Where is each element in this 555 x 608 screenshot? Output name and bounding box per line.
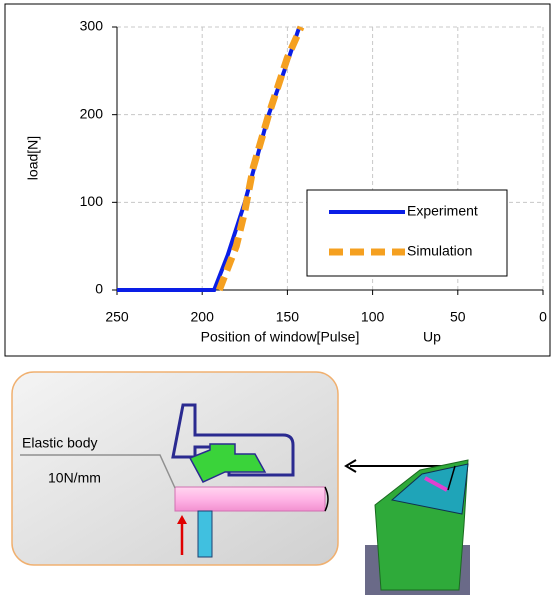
x-tick-label: 250 xyxy=(105,309,129,325)
x-tick-label: 100 xyxy=(361,309,385,325)
x-axis-label: Position of window[Pulse] xyxy=(201,329,360,345)
chart: 0 100 200 300 250 200 150 100 50 0 Experiment Simul… xyxy=(80,18,547,325)
x-tick-label: 150 xyxy=(276,309,300,325)
x-tick-label: 50 xyxy=(450,309,466,325)
legend-label: Experiment xyxy=(407,203,478,219)
holder xyxy=(197,510,213,558)
chart-frame xyxy=(4,3,551,357)
legend-label: Simulation xyxy=(407,243,472,259)
y-tick-label: 200 xyxy=(80,105,104,121)
series-line xyxy=(215,25,305,292)
glass xyxy=(174,486,326,512)
y-tick-label: 300 xyxy=(80,18,104,34)
elastic-lip xyxy=(188,443,267,483)
car-window xyxy=(390,463,469,515)
diagram-stiffness: 10N/mm xyxy=(48,470,101,486)
diagram: Elastic body 10N/mm xyxy=(11,371,470,595)
seal-outline xyxy=(171,403,295,477)
y-tick-label: 100 xyxy=(80,193,104,209)
push-arrow-head xyxy=(177,515,187,524)
pink-marker xyxy=(424,476,448,492)
legend xyxy=(306,189,508,277)
link-arrow-head xyxy=(344,459,357,473)
detail-box xyxy=(11,371,339,566)
y-axis-label: load[N] xyxy=(25,136,41,180)
x-tick-label: 200 xyxy=(191,309,215,325)
x-tick-label: 0 xyxy=(539,309,547,325)
direction-label: Up xyxy=(423,329,441,345)
link-line xyxy=(447,465,456,491)
callout-line xyxy=(20,454,176,489)
y-tick-label: 0 xyxy=(95,281,103,297)
break xyxy=(324,486,329,512)
diagram-label: Elastic body xyxy=(22,435,97,451)
